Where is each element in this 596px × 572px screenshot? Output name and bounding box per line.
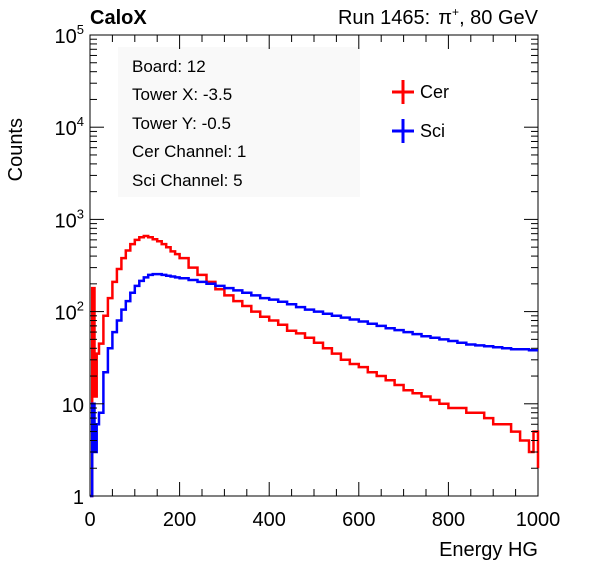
- header-particle: π: [438, 7, 452, 29]
- header-run: Run 1465:: [338, 7, 430, 29]
- y-tick-label: 102: [55, 299, 84, 325]
- header-left: CaloX: [90, 7, 147, 29]
- tick-layer: 0 200 400 600 800 1000 1 10 102 103 104 105: [55, 22, 561, 531]
- y-tick-label: 104: [55, 114, 84, 140]
- x-tick-label: 200: [163, 509, 196, 531]
- series-line-sci: [90, 272, 538, 498]
- header-right: Run 1465: π+, 80 GeV: [338, 5, 539, 29]
- y-axis-label: Counts: [5, 118, 27, 181]
- y-tick-label: 1: [73, 487, 84, 509]
- header-energy: , 80 GeV: [459, 7, 539, 29]
- info-line: Cer Channel: 1: [132, 142, 246, 161]
- y-tick-label: 103: [55, 206, 84, 232]
- y-tick-label: 105: [55, 22, 84, 48]
- legend-entry-cer: Cer: [392, 80, 449, 104]
- legend: Cer Sci: [392, 80, 449, 143]
- x-tick-label: 800: [432, 509, 465, 531]
- info-line: Tower Y: -0.5: [132, 114, 231, 133]
- legend-label-sci: Sci: [420, 121, 445, 141]
- header-charge: +: [452, 5, 459, 19]
- x-tick-label: 0: [84, 509, 95, 531]
- info-lines: Board: 12 Tower X: -3.5 Tower Y: -0.5 Ce…: [132, 57, 246, 190]
- info-line: Sci Channel: 5: [132, 171, 243, 190]
- y-tick-label: 10: [62, 395, 84, 417]
- info-line: Board: 12: [132, 57, 206, 76]
- info-box: [118, 47, 360, 197]
- series-line-cer: [90, 234, 540, 498]
- x-tick-label: 400: [253, 509, 286, 531]
- x-tick-label: 600: [342, 509, 375, 531]
- legend-label-cer: Cer: [420, 82, 449, 102]
- x-tick-label: 1000: [516, 509, 561, 531]
- series-layer: [90, 234, 540, 498]
- x-axis-label: Energy HG: [439, 539, 538, 561]
- legend-entry-sci: Sci: [392, 119, 445, 143]
- info-line: Tower X: -3.5: [132, 85, 232, 104]
